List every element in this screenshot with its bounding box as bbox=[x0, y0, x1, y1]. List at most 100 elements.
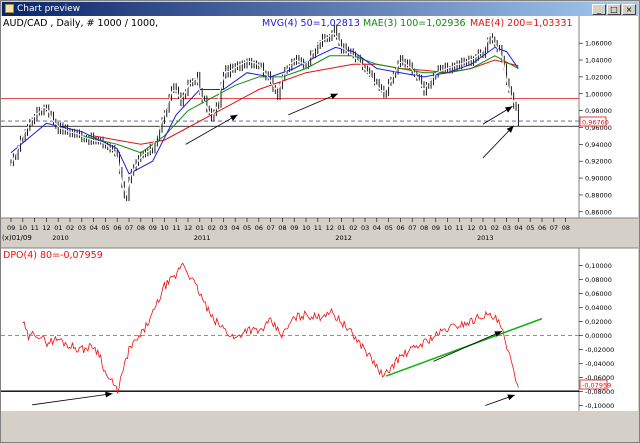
annotation-arrows bbox=[32, 93, 515, 406]
month-label: 08 bbox=[278, 224, 286, 232]
price-gridlines bbox=[579, 42, 583, 213]
year-label: 2011 bbox=[194, 234, 211, 242]
annotation-arrow bbox=[288, 93, 339, 116]
month-label: 06 bbox=[396, 224, 404, 232]
month-label: 02 bbox=[491, 224, 499, 232]
price-tick-label: 0,90000 bbox=[585, 175, 612, 183]
month-label: 12 bbox=[326, 224, 334, 232]
month-label: 06 bbox=[255, 224, 263, 232]
dpo-tick-label: -0,04000 bbox=[585, 360, 614, 368]
month-label: 02 bbox=[349, 224, 357, 232]
month-label: 06 bbox=[113, 224, 121, 232]
month-label: 08 bbox=[562, 224, 570, 232]
month-label: 10 bbox=[302, 224, 310, 232]
annotation-arrow bbox=[32, 393, 113, 406]
month-label: 10 bbox=[19, 224, 27, 232]
month-label: 01 bbox=[337, 224, 345, 232]
price-tick-label: 0,86000 bbox=[585, 208, 612, 216]
last-dpo-label: -0,07959 bbox=[582, 381, 611, 389]
minimize-button[interactable]: _ bbox=[592, 4, 606, 15]
month-label: 02 bbox=[66, 224, 74, 232]
arrow-head bbox=[504, 106, 513, 113]
month-label: 01 bbox=[196, 224, 204, 232]
window-titlebar[interactable]: Chart preview _ □ × bbox=[2, 2, 638, 16]
month-label: 05 bbox=[526, 224, 534, 232]
dpo-axis-ticks: 0,10000 0,08000 0,06000 0,04000 0,02000 0,000… bbox=[585, 262, 614, 410]
month-label: 06 bbox=[538, 224, 546, 232]
price-tick-label: 1,04000 bbox=[585, 57, 612, 65]
mvg3-line bbox=[10, 31, 516, 197]
dpo-tick-label: -0,08000 bbox=[585, 388, 614, 396]
year-label: 2013 bbox=[477, 234, 494, 242]
dpo-trendline bbox=[385, 317, 543, 377]
price-header-mae200: MAE(4) 200=1,03331 bbox=[470, 18, 573, 29]
month-label: 12 bbox=[184, 224, 192, 232]
window-controls: _ □ × bbox=[591, 3, 636, 17]
price-indicator-lines bbox=[10, 31, 519, 197]
arrow-head bbox=[330, 93, 338, 100]
mvg50-line bbox=[10, 46, 519, 175]
month-label: 05 bbox=[385, 224, 393, 232]
dpo-tick-label: 0,10000 bbox=[585, 262, 612, 270]
month-label: 07 bbox=[267, 224, 275, 232]
arrow-head bbox=[506, 125, 514, 133]
year-label: 2010 bbox=[52, 234, 69, 242]
month-label: 05 bbox=[101, 224, 109, 232]
price-tick-label: 1,00000 bbox=[585, 90, 612, 98]
price-tick-label: 0,88000 bbox=[585, 191, 612, 199]
dpo-tick-label: 0,00000 bbox=[585, 332, 612, 340]
dpo-tick-label: 0,02000 bbox=[585, 318, 612, 326]
chart-app-icon bbox=[5, 4, 14, 13]
month-label: 10 bbox=[160, 224, 168, 232]
last-price-badge bbox=[579, 116, 607, 127]
dpo-tick-label: 0,06000 bbox=[585, 290, 612, 298]
price-tick-label: 0,92000 bbox=[585, 158, 612, 166]
month-label: 03 bbox=[78, 224, 86, 232]
horizontal-levels bbox=[1, 97, 579, 392]
annotation-arrow bbox=[433, 330, 503, 362]
close-button[interactable]: × bbox=[622, 4, 636, 15]
month-label: 12 bbox=[467, 224, 475, 232]
dpo-tick-label: -0,06000 bbox=[585, 374, 614, 382]
dpo-panel-background bbox=[1, 248, 579, 411]
dpo-tick-label: 0,08000 bbox=[585, 276, 612, 284]
maximize-button[interactable]: □ bbox=[607, 4, 621, 15]
month-label: 05 bbox=[243, 224, 251, 232]
month-label: 09 bbox=[432, 224, 440, 232]
month-label: 11 bbox=[455, 224, 463, 232]
dpo-header: DPO(4) 80=-0,07959 bbox=[3, 250, 103, 261]
annotation-arrow bbox=[185, 114, 238, 145]
month-label: 09 bbox=[149, 224, 157, 232]
price-tick-label: 0,96000 bbox=[585, 124, 612, 132]
month-label: 09 bbox=[290, 224, 298, 232]
month-label: 04 bbox=[514, 224, 522, 232]
month-label: 07 bbox=[550, 224, 558, 232]
price-panel-background bbox=[1, 16, 579, 218]
arrow-head bbox=[507, 394, 515, 401]
month-label: 08 bbox=[420, 224, 428, 232]
price-tick-label: 1,06000 bbox=[585, 40, 612, 48]
month-label: 07 bbox=[408, 224, 416, 232]
month-label: 11 bbox=[172, 224, 180, 232]
last-dpo-badge bbox=[579, 379, 608, 390]
month-label: 10 bbox=[444, 224, 452, 232]
month-label: 01 bbox=[479, 224, 487, 232]
month-label: 04 bbox=[231, 224, 239, 232]
dpo-lines bbox=[22, 262, 543, 394]
month-label: 12 bbox=[42, 224, 50, 232]
arrow-head bbox=[105, 391, 113, 398]
dpo-gridlines bbox=[579, 265, 583, 406]
window-title: Chart preview bbox=[17, 4, 81, 14]
last-price-label: 0,96760 bbox=[582, 118, 609, 126]
month-label: 03 bbox=[503, 224, 511, 232]
price-header-symbol: AUD/CAD , Daily, # 1000 / 1000, bbox=[3, 18, 158, 29]
dpo-line bbox=[22, 262, 519, 394]
arrow-head bbox=[494, 331, 502, 337]
month-label: 07 bbox=[125, 224, 133, 232]
dpo-tick-label: 0,04000 bbox=[585, 304, 612, 312]
dpo-tick-label: -0,02000 bbox=[585, 346, 614, 354]
price-header-mvg50: MVG(4) 50=1,02813 bbox=[262, 18, 360, 29]
month-label: 04 bbox=[373, 224, 381, 232]
annotation-arrow bbox=[482, 125, 514, 159]
